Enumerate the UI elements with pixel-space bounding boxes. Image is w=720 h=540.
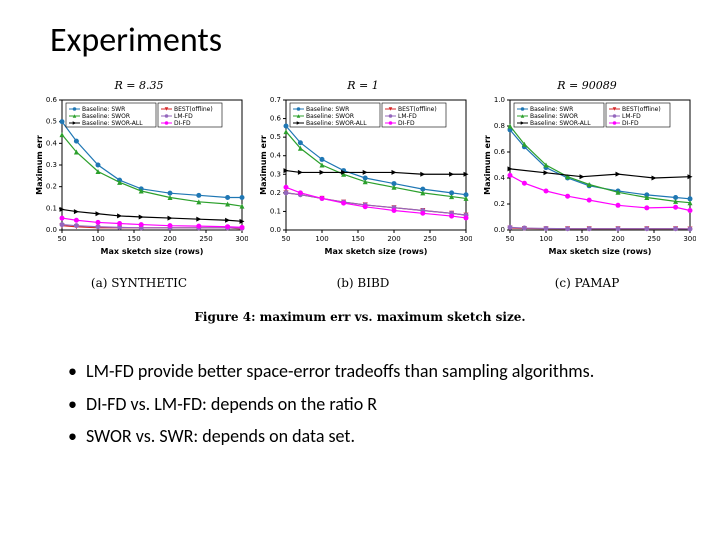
svg-text:150: 150: [351, 235, 364, 243]
svg-text:Maximum err: Maximum err: [35, 135, 44, 195]
svg-text:150: 150: [127, 235, 140, 243]
bullet-item: •DI-FD vs. LM-FD: depends on the ratio R: [68, 393, 670, 416]
svg-text:DI-FD: DI-FD: [174, 120, 191, 127]
svg-text:100: 100: [315, 235, 328, 243]
svg-text:0.5: 0.5: [270, 133, 281, 141]
slide-title: Experiments: [50, 20, 690, 61]
svg-text:Baseline: SWOR-ALL: Baseline: SWOR-ALL: [306, 120, 367, 127]
svg-text:LM-FD: LM-FD: [174, 113, 193, 120]
figure-caption: Figure 4: maximum err vs. maximum sketch…: [30, 310, 690, 324]
bullet-list: •LM-FD provide better space-error tradeo…: [68, 360, 670, 448]
chart-panel: R = 90089 0.0 0.2 0.4 0.6 0.8 1.0 50 100 150 200 25…: [478, 79, 696, 290]
svg-text:0.2: 0.2: [494, 200, 505, 208]
svg-text:0.0: 0.0: [46, 226, 57, 234]
svg-text:Maximum err: Maximum err: [259, 135, 268, 195]
chart-svg: 0.0 0.1 0.2 0.3 0.4 0.5 0.6 50 100 150 200 250 300 Ma…: [30, 94, 248, 264]
svg-text:0.6: 0.6: [494, 148, 506, 156]
svg-text:0.5: 0.5: [46, 118, 57, 126]
svg-text:0.1: 0.1: [46, 204, 57, 212]
svg-text:250: 250: [423, 235, 436, 243]
svg-text:BEST(offline): BEST(offline): [622, 106, 661, 113]
svg-text:Baseline: SWOR-ALL: Baseline: SWOR-ALL: [530, 120, 591, 127]
svg-text:200: 200: [387, 235, 400, 243]
svg-text:0.4: 0.4: [494, 174, 506, 182]
bullet-item: •LM-FD provide better space-error tradeo…: [68, 360, 670, 383]
svg-text:100: 100: [91, 235, 104, 243]
svg-text:LM-FD: LM-FD: [622, 113, 641, 120]
subplot-label: (a) SYNTHETIC: [30, 276, 248, 290]
chart-svg: 0.0 0.1 0.2 0.3 0.4 0.5 0.6 0.7 50 100 150 200 250 30…: [254, 94, 472, 264]
svg-text:BEST(offline): BEST(offline): [398, 106, 437, 113]
svg-text:0.0: 0.0: [270, 226, 281, 234]
svg-text:100: 100: [539, 235, 552, 243]
svg-text:0.4: 0.4: [46, 139, 58, 147]
svg-text:0.2: 0.2: [46, 183, 57, 191]
svg-text:0.1: 0.1: [270, 207, 281, 215]
chart-svg: 0.0 0.2 0.4 0.6 0.8 1.0 50 100 150 200 250 300 Max s…: [478, 94, 696, 264]
svg-text:Baseline: SWOR: Baseline: SWOR: [306, 113, 354, 120]
svg-text:200: 200: [611, 235, 624, 243]
svg-text:BEST(offline): BEST(offline): [174, 106, 213, 113]
svg-text:Baseline: SWOR: Baseline: SWOR: [82, 113, 130, 120]
chart-panel: R = 8.35 0.0 0.1 0.2 0.3 0.4 0.5 0.6 50 100 150 200…: [30, 79, 248, 290]
chart-panel: R = 1 0.0 0.1 0.2 0.3 0.4 0.5 0.6 0.7 50 100 150 200…: [254, 79, 472, 290]
bullet-dot-icon: •: [68, 360, 86, 383]
bullet-text: DI-FD vs. LM-FD: depends on the ratio R: [86, 393, 377, 416]
svg-text:1.0: 1.0: [494, 96, 505, 104]
svg-text:300: 300: [235, 235, 248, 243]
bullet-text: LM-FD provide better space-error tradeof…: [86, 360, 594, 383]
svg-text:0.6: 0.6: [270, 115, 282, 123]
svg-text:Baseline: SWR: Baseline: SWR: [82, 106, 125, 113]
svg-text:0.0: 0.0: [494, 226, 505, 234]
svg-text:0.2: 0.2: [270, 189, 281, 197]
bullet-dot-icon: •: [68, 425, 86, 448]
svg-text:0.6: 0.6: [46, 96, 58, 104]
bullet-text: SWOR vs. SWR: depends on data set.: [86, 425, 355, 448]
svg-text:Baseline: SWOR-ALL: Baseline: SWOR-ALL: [82, 120, 143, 127]
svg-text:50: 50: [58, 235, 67, 243]
svg-text:50: 50: [282, 235, 291, 243]
svg-text:DI-FD: DI-FD: [622, 120, 639, 127]
svg-text:300: 300: [683, 235, 696, 243]
svg-text:300: 300: [459, 235, 472, 243]
svg-text:Baseline: SWR: Baseline: SWR: [306, 106, 349, 113]
svg-text:Maximum err: Maximum err: [483, 135, 492, 195]
svg-text:LM-FD: LM-FD: [398, 113, 417, 120]
svg-text:Baseline: SWOR: Baseline: SWOR: [530, 113, 578, 120]
bullet-item: •SWOR vs. SWR: depends on data set.: [68, 425, 670, 448]
chart-title: R = 1: [254, 79, 472, 92]
svg-text:Max sketch size (rows): Max sketch size (rows): [325, 247, 428, 256]
svg-text:200: 200: [163, 235, 176, 243]
svg-text:0.3: 0.3: [270, 170, 281, 178]
charts-row: R = 8.35 0.0 0.1 0.2 0.3 0.4 0.5 0.6 50 100 150 200…: [30, 79, 690, 290]
svg-text:Baseline: SWR: Baseline: SWR: [530, 106, 573, 113]
subplot-label: (b) BIBD: [254, 276, 472, 290]
chart-title: R = 90089: [478, 79, 696, 92]
svg-text:Max sketch size (rows): Max sketch size (rows): [101, 247, 204, 256]
svg-text:150: 150: [575, 235, 588, 243]
svg-text:0.7: 0.7: [270, 96, 281, 104]
subplot-label: (c) PAMAP: [478, 276, 696, 290]
svg-text:50: 50: [506, 235, 515, 243]
bullet-dot-icon: •: [68, 393, 86, 416]
chart-title: R = 8.35: [30, 79, 248, 92]
svg-text:250: 250: [647, 235, 660, 243]
svg-text:DI-FD: DI-FD: [398, 120, 415, 127]
svg-text:0.8: 0.8: [494, 122, 505, 130]
svg-text:Max sketch size (rows): Max sketch size (rows): [549, 247, 652, 256]
svg-text:0.3: 0.3: [46, 161, 57, 169]
svg-text:250: 250: [199, 235, 212, 243]
svg-text:0.4: 0.4: [270, 152, 282, 160]
